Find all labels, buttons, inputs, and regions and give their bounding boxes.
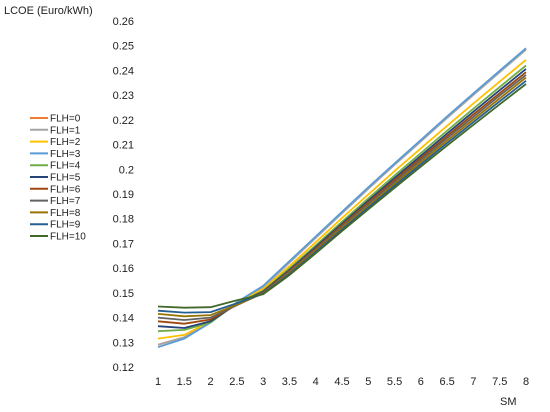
x-tick-label: 3	[260, 376, 266, 388]
x-tick-label: 4	[313, 376, 319, 388]
x-tick-label: 2.5	[229, 376, 244, 388]
x-tick-label: 1.5	[177, 376, 192, 388]
series-line	[157, 74, 527, 321]
x-tick-label: 6.5	[439, 376, 454, 388]
x-axis-ticks: 1 1.5 2 2.5 3 3.5 4 4.5 5 5.5 6 6.5 7 7.5 8	[155, 376, 529, 388]
x-tick-label: 2	[208, 376, 214, 388]
legend-label: FLH=4	[50, 161, 81, 172]
legend-label: FLH=6	[50, 184, 81, 195]
legend-label: FLH=8	[50, 208, 81, 219]
series-line	[157, 83, 527, 309]
legend-label: FLH=9	[50, 220, 81, 231]
x-tick-label: 5.5	[387, 376, 402, 388]
x-tick-label: 6	[418, 376, 424, 388]
series-line	[157, 71, 527, 325]
y-tick-label: 0.26	[113, 16, 134, 28]
x-tick-label: 8	[523, 376, 529, 388]
legend-label: FLH=10	[50, 232, 86, 243]
series-lines	[157, 47, 527, 349]
x-tick-label: 7	[470, 376, 476, 388]
y-tick-label: 0.22	[113, 115, 134, 127]
x-tick-label: 5	[365, 376, 371, 388]
y-tick-label: 0.15	[113, 288, 134, 300]
series-line	[157, 47, 527, 349]
y-tick-label: 0.24	[113, 65, 134, 77]
y-tick-label: 0.17	[113, 238, 134, 250]
y-tick-label: 0.18	[113, 214, 134, 226]
legend-label: FLH=2	[50, 137, 81, 148]
legend-label: FLH=7	[50, 196, 81, 207]
x-tick-label: 3.5	[282, 376, 297, 388]
series-line	[157, 68, 527, 329]
y-axis-ticks: 0.12 0.13 0.14 0.15 0.16 0.17 0.18 0.19 0.2 0.21 0…	[113, 16, 134, 374]
y-tick-label: 0.13	[113, 337, 134, 349]
y-tick-label: 0.21	[113, 140, 134, 152]
series-line	[157, 76, 527, 318]
y-tick-label: 0.23	[113, 90, 134, 102]
series-line	[157, 49, 527, 346]
series-line	[157, 80, 527, 314]
y-tick-label: 0.25	[113, 41, 134, 53]
legend: FLH=0FLH=1FLH=2FLH=3FLH=4FLH=5FLH=6FLH=7…	[30, 114, 86, 243]
series-line	[157, 48, 527, 346]
series-line	[157, 59, 527, 340]
y-tick-label: 0.19	[113, 189, 134, 201]
y-tick-label: 0.14	[113, 313, 134, 325]
x-tick-label: 4.5	[334, 376, 349, 388]
legend-label: FLH=0	[50, 114, 81, 125]
y-tick-label: 0.12	[113, 362, 134, 374]
y-tick-label: 0.2	[119, 164, 134, 176]
x-axis-title: SM	[500, 396, 517, 408]
y-axis-title: LCOE (Euro/kWh)	[4, 5, 93, 17]
x-tick-label: 1	[155, 376, 161, 388]
legend-label: FLH=5	[50, 173, 81, 184]
legend-label: FLH=1	[50, 125, 81, 136]
x-tick-label: 7.5	[492, 376, 507, 388]
y-tick-label: 0.16	[113, 263, 134, 275]
legend-label: FLH=3	[50, 149, 81, 160]
